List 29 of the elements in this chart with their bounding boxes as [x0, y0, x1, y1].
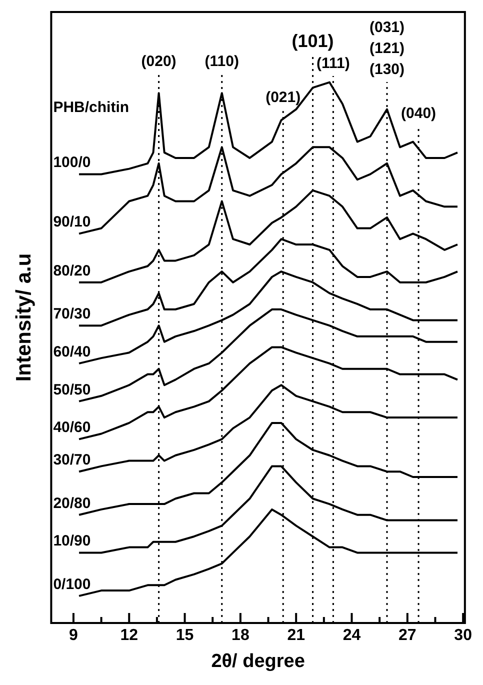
x-tick-label: 27: [398, 627, 416, 644]
series-label: 80/20: [53, 262, 91, 280]
series-label: 60/40: [53, 343, 91, 360]
x-tick-label: 18: [232, 627, 250, 644]
x-tick-label: 9: [69, 627, 78, 644]
text: (101): [292, 30, 334, 51]
series-label: 90/10: [53, 214, 91, 231]
series-label: 70/30: [53, 306, 91, 323]
annotation: (040): [401, 105, 436, 122]
series-label: 0/100: [53, 576, 91, 593]
text: (031) (121) (130): [369, 19, 405, 78]
x-tick-label: 21: [287, 627, 306, 644]
legend-title: PHB/chitin: [53, 99, 130, 116]
x-axis-title: 2θ/ degree: [211, 650, 305, 672]
series-label: 30/70: [53, 452, 91, 469]
x-tick-label: 15: [176, 627, 194, 644]
series-label: 10/90: [53, 532, 91, 550]
series-label: 20/80: [53, 494, 91, 512]
series-label: 40/60: [53, 419, 91, 436]
x-tick-label: 24: [342, 627, 361, 644]
x-tick-label: 12: [120, 627, 138, 644]
text: (111): [316, 55, 350, 72]
annotation: (021): [266, 89, 301, 106]
text: (110): [204, 53, 239, 70]
series-label: 50/50: [53, 381, 91, 398]
x-tick-label: 30: [454, 627, 472, 644]
series-label: 100/0: [53, 154, 91, 172]
text: (020): [141, 53, 176, 70]
y-axis-title: Intensity/ a.u: [12, 253, 36, 382]
